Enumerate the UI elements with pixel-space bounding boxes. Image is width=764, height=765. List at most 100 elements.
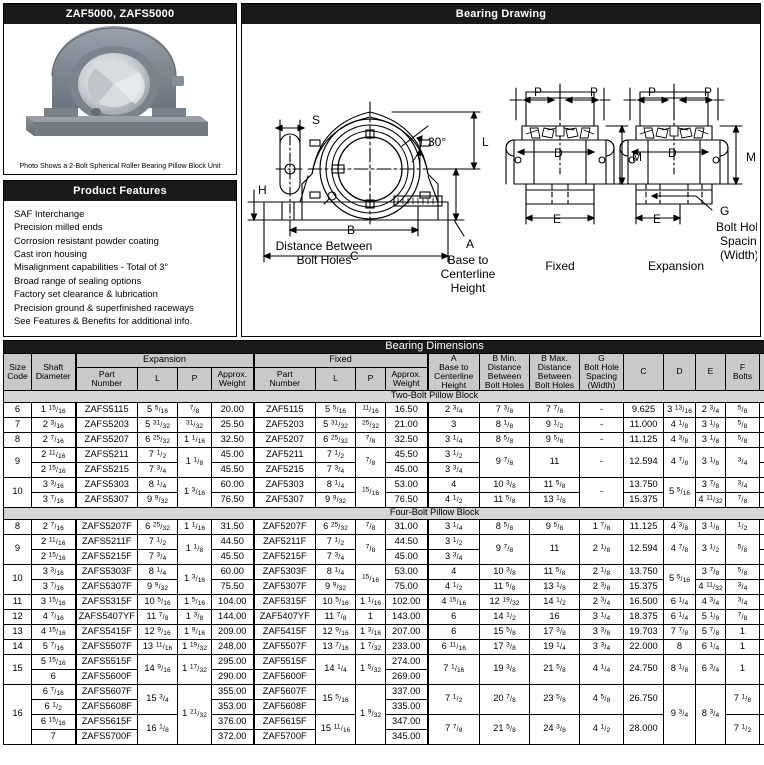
- cell-shaft-diameter: 6 15/16: [31, 713, 76, 730]
- pillow-block-photo-svg: [26, 26, 208, 137]
- table-row[interactable]: 2 15/16 ZAFS5215F 7 3/4 45.50 ZAF5215F 7 3/4 4…: [4, 548, 764, 565]
- cell-e: 3/4: [725, 476, 760, 493]
- photo-panel: ZAF5000, ZAFS5000: [3, 3, 237, 175]
- cell-a: 3 3/4: [427, 548, 480, 565]
- cell-fixed-l: 10 5/16: [315, 593, 356, 610]
- cell-b-max: 17 3/8: [529, 623, 580, 640]
- cell-expansion-weight: 209.00: [211, 623, 254, 640]
- cell-expansion-part-number: ZAFS5303: [74, 476, 138, 493]
- cell-expansion-l: 8 1/4: [137, 563, 178, 580]
- cell-expansion-part-number: ZAFS5608F: [74, 698, 138, 715]
- cell-b-min: 17 3/8: [479, 638, 530, 655]
- th-g: G Bolt Hole Spacing (Width): [579, 352, 624, 391]
- dim-label-e-fixed: E: [553, 212, 561, 226]
- cell-fixed-weight: 143.00: [385, 608, 429, 625]
- cell-fixed-p: 15/16: [355, 476, 386, 508]
- cell-fixed-l: 5 31/32: [315, 416, 356, 433]
- cell-d: 4 1/8: [663, 416, 696, 433]
- cell-b-max: 9 5/8: [529, 518, 580, 535]
- cell-f-bolts: 1: [725, 638, 760, 655]
- cell-size-code: 8: [3, 431, 32, 448]
- th-fix-weight: Approx. Weight: [385, 366, 429, 391]
- cell-g: -: [579, 416, 624, 433]
- cell-fixed-weight: 53.00: [385, 563, 429, 580]
- cell-expansion-part-number: ZAFS5307F: [74, 578, 138, 595]
- cell-d-merged: 8 3/4: [695, 683, 726, 745]
- cell-shaft-diameter: 1 15/16: [31, 401, 76, 418]
- cell-expansion-part-number: ZAFS5215: [74, 461, 138, 478]
- table-row[interactable]: 12 4 7/16 ZAFS5407YF 11 7/8 1 3/8 144.00 ZAF54…: [3, 608, 764, 625]
- cell-fixed-weight: 76.50: [385, 491, 429, 508]
- cell-size-code: 12: [3, 608, 32, 625]
- cell-fixed-weight: 207.00: [385, 623, 429, 640]
- cell-expansion-l: 12 9/16: [137, 623, 178, 640]
- cell-expansion-weight: 295.00: [211, 653, 254, 670]
- cell-a: 4: [427, 476, 480, 493]
- cell-f-bolts: 3/4: [725, 446, 760, 478]
- cell-shaft-diameter: 4 15/16: [31, 623, 76, 640]
- table-row[interactable]: 10 3 3/16 ZAFS5303F 8 1/4 1 3/16 60.00 ZAF5303…: [3, 563, 764, 595]
- cell-b-max: 23 5/8: [529, 683, 580, 715]
- cell-expansion-weight: 45.50: [211, 548, 254, 565]
- cell-b-max: 19 1/4: [529, 638, 580, 655]
- cell-expansion-p: 1 1/16: [177, 431, 212, 448]
- table-row[interactable]: 11 3 15/16 ZAFS5315F 10 5/16 1 5/16 104.00 ZAF…: [3, 593, 764, 610]
- cell-fixed-part-number: ZAF5608F: [252, 698, 316, 715]
- cell-b-min: 15 5/8: [479, 623, 530, 640]
- cell-e: 3 1/8: [695, 431, 726, 448]
- th-e: E: [695, 352, 726, 391]
- cell-fixed-weight: 21.00: [385, 416, 429, 433]
- th-d: D: [663, 352, 696, 391]
- table-row[interactable]: 6 1/2 ZAFS5608F 353.00 ZAF5608F 335.00: [4, 698, 764, 715]
- table-row[interactable]: 16 6 7/16 ZAFS5607F 15 3/4 1 21/32 355.00 ZAF5…: [3, 683, 764, 745]
- cell-shaft-diameter: 2 7/16: [31, 431, 76, 448]
- table-row[interactable]: 14 5 7/16 ZAFS5507F 13 11/16 1 19/32 248.00 ZA…: [3, 638, 764, 655]
- cell-fixed-weight: 233.00: [385, 638, 429, 655]
- cell-fixed-part-number: ZAF5207: [252, 431, 316, 448]
- cell-f-bolts: 5/8: [725, 416, 760, 433]
- cell-expansion-weight: 376.00: [211, 713, 254, 730]
- cell-c: 13.750: [623, 476, 664, 493]
- th-exp-p: P: [177, 366, 212, 391]
- cell-e: 2 3/4: [695, 401, 726, 418]
- cell-shaft-diameter: 6 7/16: [31, 683, 76, 700]
- cell-f-bolts: 1: [759, 683, 764, 715]
- table-row[interactable]: 13 4 15/16 ZAFS5415F 12 9/16 1 9/16 209.00 ZAF…: [3, 623, 764, 640]
- cell-b-min: 14 1/2: [479, 608, 530, 625]
- cell-g: 3 3/8: [579, 623, 624, 640]
- cell-expansion-p: 1 17/32: [177, 653, 212, 685]
- cell-expansion-p: 1 1/8: [177, 446, 212, 478]
- cell-f-bolts: 1/2: [725, 518, 760, 535]
- table-row[interactable]: 15 5 15/16 ZAFS5515F 14 9/16 1 17/32 295.00 ZA…: [3, 653, 764, 685]
- table-row[interactable]: 10 3 3/16 ZAFS5303 8 1/4 1 3/16 60.00 ZAF5303 8…: [3, 476, 764, 508]
- table-row[interactable]: 3 7/16 ZAFS5307 9 9/32 76.50 ZAF5307 9 9/32 76…: [4, 491, 764, 508]
- cell-f-bolts: 1 1/4: [759, 713, 764, 745]
- th-exp-weight: Approx. Weight: [211, 366, 254, 391]
- cell-expansion-p: 1 3/8: [177, 608, 212, 625]
- th-exp-l: L: [137, 366, 178, 391]
- cell-size-code: 15: [3, 653, 32, 685]
- table-row[interactable]: 6 15/16 ZAFS5615F 16 1/8 376.00 ZAF5615F 15 1…: [4, 713, 764, 745]
- cell-fixed-p: 7/8: [355, 446, 386, 478]
- cell-h: 1: [759, 401, 764, 418]
- b-caption-line1: Distance Between: [276, 239, 373, 253]
- cell-e: 3/4: [725, 578, 760, 595]
- cell-fixed-p: 7/8: [355, 533, 386, 565]
- g-caption-line2: Spacing: [720, 234, 757, 248]
- cell-fixed-weight: 345.00: [385, 728, 429, 745]
- table-row[interactable]: 7 ZAFS5700F 372.00 ZAF5700F 345.00: [4, 728, 764, 745]
- table-row[interactable]: 2 15/16 ZAFS5215 7 3/4 45.50 ZAF5215 7 3/4 45.…: [4, 461, 764, 478]
- cell-shaft-diameter: 3 3/16: [31, 563, 76, 580]
- cell-a: 3 1/4: [427, 431, 480, 448]
- cell-c: 26.750: [623, 683, 664, 715]
- cell-shaft-diameter: 6 1/2: [31, 698, 76, 715]
- cell-fixed-p: 7/8: [355, 431, 386, 448]
- cell-fixed-weight: 53.00: [385, 476, 429, 493]
- dim-label-p-exp-left: P: [648, 85, 656, 99]
